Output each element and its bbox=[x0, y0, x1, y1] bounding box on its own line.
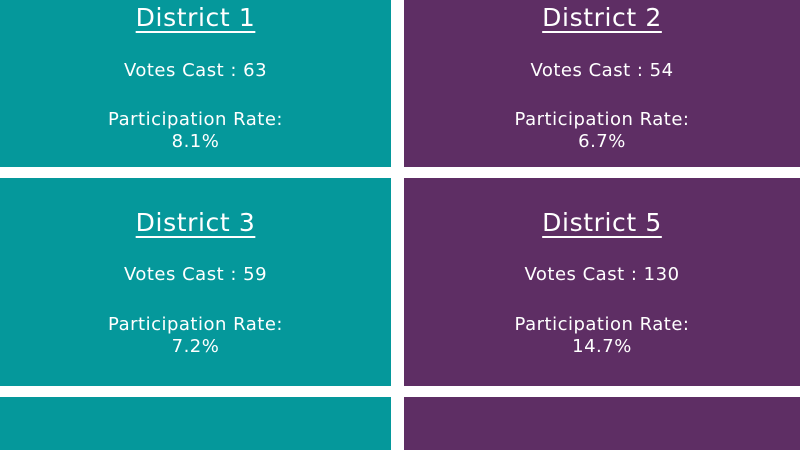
votes-cast-label: Votes Cast bbox=[524, 264, 625, 285]
district-card: District 2 Votes Cast : 54 Participation… bbox=[404, 0, 800, 167]
district-card: District 1 Votes Cast : 63 Participation… bbox=[0, 0, 391, 167]
participation-rate-label: Participation Rate: bbox=[514, 109, 690, 130]
participation-rate-label: Participation Rate: bbox=[108, 314, 283, 335]
district-card: District 3 Votes Cast : 59 Participation… bbox=[0, 178, 391, 386]
participation-rate-value: 7.2% bbox=[171, 336, 220, 357]
district-card: District 5 Votes Cast : 130 Participatio… bbox=[404, 178, 800, 386]
district-title: District 1 bbox=[135, 3, 256, 32]
participation-rate: Participation Rate: 6.7% bbox=[404, 109, 800, 153]
participation-rate-value: 6.7% bbox=[578, 131, 626, 152]
participation-rate: Participation Rate: 14.7% bbox=[404, 314, 800, 358]
participation-rate-value: 8.1% bbox=[171, 131, 220, 152]
participation-rate-label: Participation Rate: bbox=[108, 109, 283, 130]
participation-rate-value: 14.7% bbox=[572, 336, 632, 357]
participation-rate-label: Participation Rate: bbox=[514, 314, 690, 335]
votes-cast-line: Votes Cast : 130 bbox=[524, 264, 680, 285]
votes-cast-value: 54 bbox=[649, 60, 674, 81]
votes-cast-value: 59 bbox=[243, 264, 268, 285]
district-title: District 2 bbox=[542, 3, 662, 32]
votes-cast-value: 130 bbox=[643, 264, 680, 285]
district-card-partial bbox=[404, 397, 800, 450]
participation-rate: Participation Rate: 7.2% bbox=[0, 314, 391, 358]
votes-cast-label: Votes Cast bbox=[530, 60, 631, 81]
votes-cast-label: Votes Cast bbox=[123, 60, 225, 81]
votes-cast-line: Votes Cast : 59 bbox=[123, 264, 268, 285]
votes-cast-line: Votes Cast : 63 bbox=[123, 60, 268, 81]
participation-rate: Participation Rate: 8.1% bbox=[0, 109, 391, 153]
votes-cast-label: Votes Cast bbox=[123, 264, 225, 285]
district-title: District 3 bbox=[135, 208, 256, 237]
district-title: District 5 bbox=[542, 208, 662, 237]
district-card-partial bbox=[0, 397, 391, 450]
votes-cast-value: 63 bbox=[243, 60, 268, 81]
votes-cast-line: Votes Cast : 54 bbox=[530, 60, 674, 81]
